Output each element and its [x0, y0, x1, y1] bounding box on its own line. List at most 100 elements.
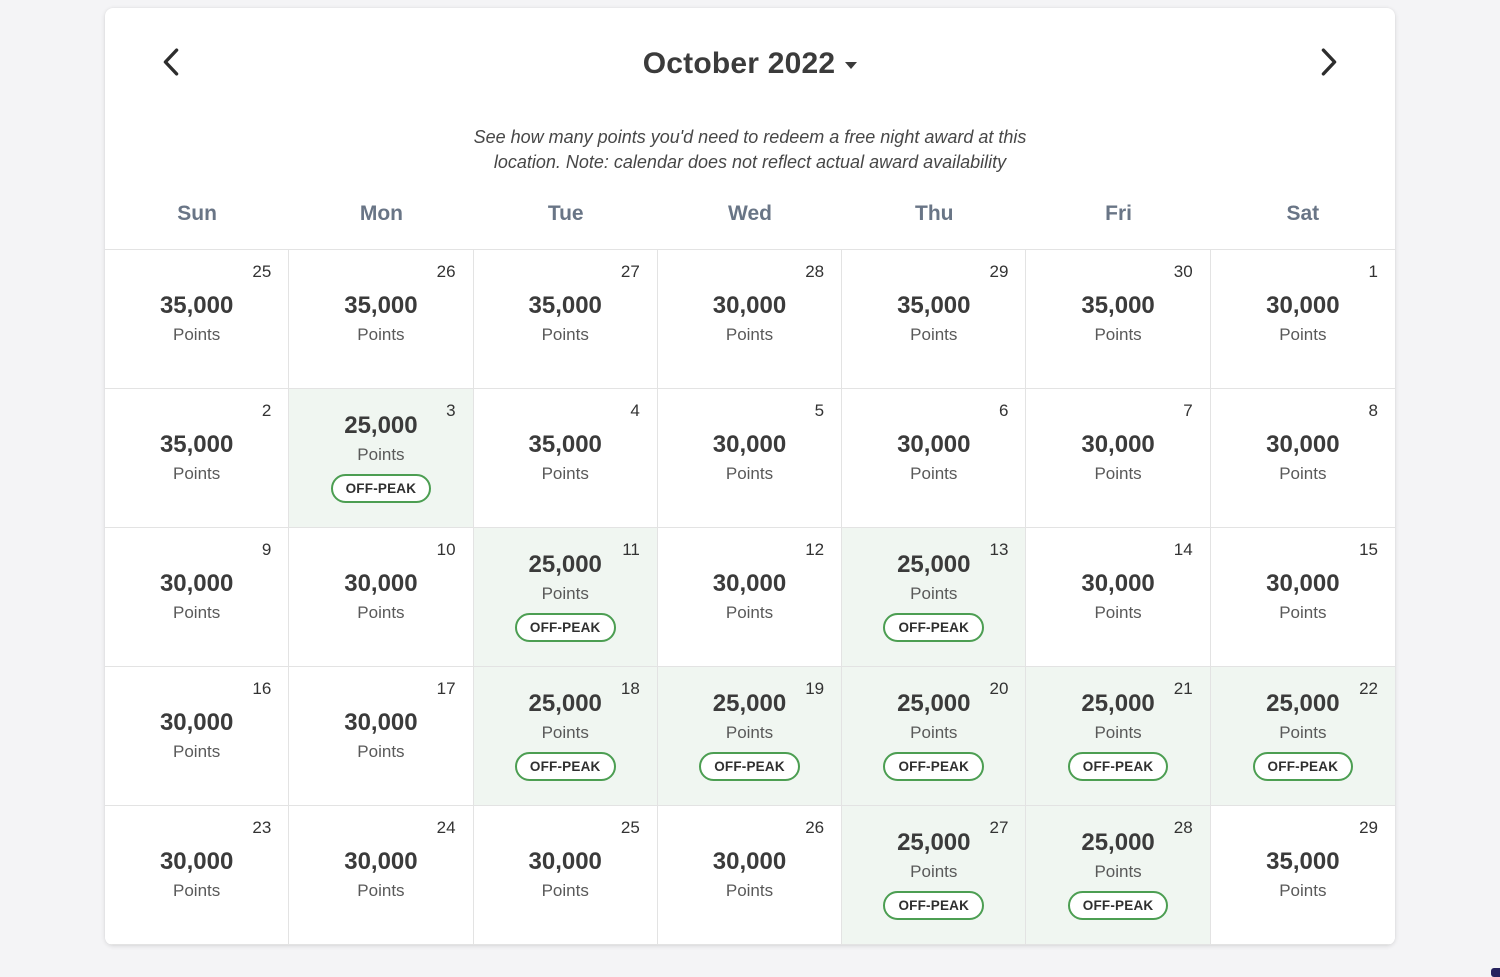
calendar-cell[interactable]: 30 35,000 Points [1026, 250, 1211, 389]
points-label: Points [725, 602, 774, 622]
points-value: 35,000 [1266, 848, 1340, 876]
points-label: Points [357, 444, 405, 464]
calendar-cell[interactable]: 24 30,000 Points [289, 806, 474, 945]
calendar-cell[interactable]: 26 35,000 Points [289, 250, 474, 389]
points-value: 30,000 [159, 570, 234, 598]
day-number: 21 [1173, 679, 1193, 698]
calendar-cell[interactable]: 25 30,000 Points [473, 806, 658, 945]
day-number: 15 [1359, 540, 1378, 559]
next-month-button[interactable] [1311, 42, 1347, 85]
points-label: Points [910, 722, 958, 742]
calendar-cell[interactable]: 29 35,000 Points [1210, 806, 1395, 945]
calendar-cell[interactable]: 18 25,000 Points OFF-PEAK [473, 667, 658, 806]
calendar-cell[interactable]: 29 35,000 Points [842, 250, 1027, 389]
calendar-cell[interactable]: 19 25,000 Points OFF-PEAK [657, 667, 843, 806]
calendar-cell[interactable]: 16 30,000 Points [105, 667, 290, 806]
points-value: 25,000 [528, 551, 602, 579]
calendar-cell[interactable]: 12 30,000 Points [657, 528, 843, 667]
calendar-cell[interactable]: 20 25,000 Points OFF-PEAK [842, 667, 1027, 806]
calendar-cell[interactable]: 23 30,000 Points [105, 806, 290, 945]
calendar-cell[interactable]: 27 35,000 Points [473, 250, 658, 389]
points-label: Points [1094, 602, 1142, 622]
points-label: Points [357, 741, 405, 761]
points-label: Points [910, 463, 958, 483]
points-value: 30,000 [712, 292, 787, 320]
calendar-cell[interactable]: 1 30,000 Points [1210, 250, 1395, 389]
points-label: Points [1279, 722, 1327, 742]
calendar-cell[interactable]: 7 30,000 Points [1026, 389, 1211, 528]
points-label: Points [173, 741, 221, 761]
month-year-label: October 2022 [642, 46, 836, 80]
month-year-dropdown[interactable]: October 2022 [643, 47, 858, 81]
points-label: Points [357, 880, 405, 900]
calendar-cell[interactable]: 6 30,000 Points [842, 389, 1027, 528]
day-number: 30 [1173, 262, 1193, 281]
points-value: 30,000 [1081, 570, 1155, 598]
points-label: Points [541, 583, 589, 603]
points-value: 25,000 [528, 690, 602, 718]
weekday-tue: Tue [547, 202, 584, 225]
calendar-cell[interactable]: 15 30,000 Points [1210, 528, 1395, 667]
points-label: Points [1094, 463, 1142, 483]
calendar-cell[interactable]: 27 25,000 Points OFF-PEAK [842, 806, 1027, 945]
day-number: 26 [436, 262, 456, 281]
off-peak-badge: OFF-PEAK [883, 612, 985, 642]
points-value: 35,000 [528, 431, 602, 459]
calendar-cell[interactable]: 21 25,000 Points OFF-PEAK [1026, 667, 1211, 806]
calendar-cell[interactable]: 3 25,000 Points OFF-PEAK [289, 389, 474, 528]
points-value: 30,000 [344, 709, 418, 737]
caret-down-icon [845, 62, 858, 69]
day-number: 10 [436, 540, 456, 559]
day-number: 26 [805, 818, 825, 837]
points-value: 25,000 [344, 412, 418, 440]
off-peak-badge: OFF-PEAK [699, 751, 800, 781]
calendar-description: See how many points you'd need to redeem… [105, 125, 1395, 175]
points-value: 35,000 [897, 292, 971, 320]
day-number: 16 [252, 679, 272, 698]
calendar-cell[interactable]: 28 25,000 Points OFF-PEAK [1026, 806, 1211, 945]
previous-month-button[interactable] [153, 42, 189, 85]
day-number: 19 [805, 679, 825, 698]
calendar-cell[interactable]: 25 35,000 Points [105, 250, 290, 389]
weekday-header-row: Sun Mon Tue Wed Thu Fri Sat [105, 202, 1395, 249]
calendar-cell[interactable]: 17 30,000 Points [289, 667, 474, 806]
points-label: Points [910, 324, 958, 344]
day-number: 28 [1173, 818, 1193, 837]
points-label: Points [1094, 722, 1142, 742]
calendar-cell[interactable]: 26 30,000 Points [657, 806, 843, 945]
calendar-cell[interactable]: 14 30,000 Points [1026, 528, 1211, 667]
points-value: 30,000 [344, 848, 418, 876]
points-value: 35,000 [344, 292, 418, 320]
points-value: 35,000 [528, 292, 602, 320]
off-peak-badge: OFF-PEAK [883, 751, 985, 781]
calendar-cell[interactable]: 8 30,000 Points [1210, 389, 1395, 528]
day-number: 3 [446, 401, 456, 420]
calendar-cell[interactable]: 13 25,000 Points OFF-PEAK [842, 528, 1027, 667]
day-number: 12 [805, 540, 825, 559]
calendar-cell[interactable]: 2 35,000 Points [105, 389, 290, 528]
points-value: 30,000 [712, 431, 787, 459]
points-value: 30,000 [897, 431, 971, 459]
calendar-cell[interactable]: 10 30,000 Points [289, 528, 474, 667]
calendar-cell[interactable]: 22 25,000 Points OFF-PEAK [1210, 667, 1395, 806]
points-value: 30,000 [344, 570, 418, 598]
points-value: 25,000 [897, 829, 971, 857]
calendar-description-line1: See how many points you'd need to redeem… [473, 127, 1027, 147]
calendar-cell[interactable]: 5 30,000 Points [657, 389, 843, 528]
weekday-thu: Thu [915, 202, 954, 225]
day-number: 29 [989, 262, 1009, 281]
day-number: 24 [436, 818, 456, 837]
points-value: 35,000 [159, 431, 234, 459]
calendar-cell[interactable]: 9 30,000 Points [105, 528, 290, 667]
points-label: Points [1279, 602, 1327, 622]
calendar-cell[interactable]: 4 35,000 Points [473, 389, 658, 528]
points-value: 30,000 [712, 570, 787, 598]
points-value: 30,000 [712, 848, 787, 876]
points-label: Points [1279, 880, 1327, 900]
calendar-cell[interactable]: 28 30,000 Points [657, 250, 843, 389]
points-value: 25,000 [897, 690, 971, 718]
day-number: 7 [1183, 401, 1193, 420]
calendar-grid: 25 35,000 Points 26 35,000 Points 27 35,000 Poin… [105, 249, 1395, 945]
calendar-cell[interactable]: 11 25,000 Points OFF-PEAK [473, 528, 658, 667]
day-number: 14 [1173, 540, 1193, 559]
